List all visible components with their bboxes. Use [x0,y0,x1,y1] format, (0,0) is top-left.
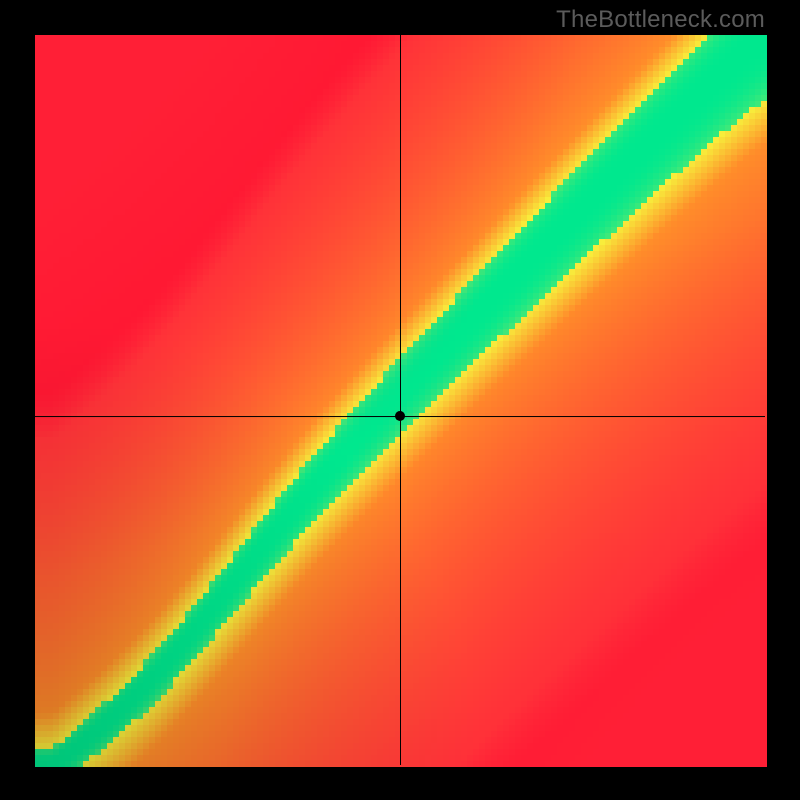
bottleneck-heatmap [0,0,800,800]
watermark-text: TheBottleneck.com [556,6,765,34]
